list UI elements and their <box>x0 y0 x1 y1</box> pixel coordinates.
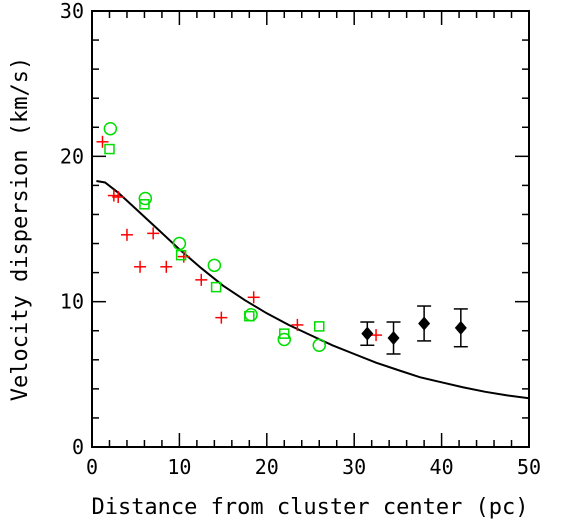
circle-marker <box>103 121 118 136</box>
model-curve-layer <box>96 180 530 400</box>
plus-marker <box>112 191 125 204</box>
plus-marker <box>96 135 109 148</box>
square-marker <box>104 143 115 155</box>
plus-marker <box>147 227 160 240</box>
plus-marker <box>291 318 304 331</box>
x-tick-label: 20 <box>255 455 279 479</box>
x-axis-label: Distance from cluster center (pc) <box>91 495 528 520</box>
plus-marker <box>247 291 260 304</box>
square-marker <box>139 199 150 210</box>
axis-tick-labels: 0 10 20 30 40 50 0 10 20 30 <box>60 0 541 479</box>
square-marker <box>313 321 325 332</box>
square-marker <box>175 249 187 261</box>
circle-marker <box>207 258 222 273</box>
model-curve <box>96 180 530 400</box>
square-marker <box>210 281 222 293</box>
circle-marker <box>138 191 153 206</box>
plus-marker <box>120 228 133 241</box>
plot-frame <box>91 10 530 448</box>
y-axis-label: Velocity dispersion (km/s) <box>8 57 33 401</box>
data-points-layer <box>96 121 468 355</box>
plus-marker <box>160 260 173 273</box>
y-tick-label: 10 <box>60 290 84 314</box>
square-marker <box>279 328 290 339</box>
y-tick-label: 0 <box>72 435 84 459</box>
x-tick-label: 30 <box>342 455 366 479</box>
axis-ticks <box>91 10 530 448</box>
x-tick-label: 10 <box>167 455 191 479</box>
circle-marker <box>312 338 326 353</box>
diamond-marker <box>387 331 400 345</box>
diamond-marker <box>454 320 467 335</box>
y-tick-label: 20 <box>60 144 84 168</box>
plus-marker <box>215 311 228 324</box>
plus-marker <box>177 250 190 263</box>
circle-marker <box>172 236 187 251</box>
x-tick-label: 50 <box>517 455 541 479</box>
y-tick-label: 30 <box>60 0 84 23</box>
plus-marker <box>134 260 147 273</box>
circle-marker <box>277 332 292 347</box>
diamond-marker <box>361 326 374 341</box>
x-tick-label: 40 <box>430 455 454 479</box>
x-tick-label: 0 <box>86 455 98 479</box>
plus-marker <box>195 273 208 286</box>
circle-marker <box>244 307 258 322</box>
diamond-marker <box>418 316 431 331</box>
